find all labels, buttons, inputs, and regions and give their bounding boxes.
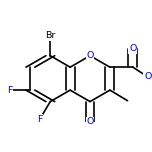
Text: Br: Br	[45, 31, 55, 40]
Text: F: F	[37, 115, 42, 124]
Text: O: O	[86, 117, 94, 126]
Text: O: O	[129, 44, 136, 53]
Text: F: F	[7, 86, 13, 95]
Text: O: O	[144, 72, 152, 81]
Text: O: O	[86, 51, 94, 60]
